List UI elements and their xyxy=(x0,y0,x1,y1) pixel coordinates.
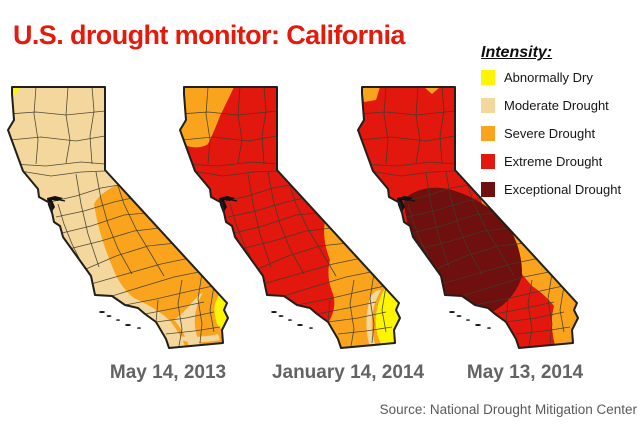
map-date-may-2013: May 14, 2013 xyxy=(109,362,227,383)
legend-item-abnormally-dry: Abnormally Dry xyxy=(481,70,639,85)
drought-regions-2013 xyxy=(8,87,228,347)
legend-item-exceptional-drought: Exceptional Drought xyxy=(481,182,639,197)
intensity-legend: Intensity: Abnormally Dry Moderate Droug… xyxy=(481,44,639,210)
map-date-may-2014: May 13, 2014 xyxy=(466,362,584,383)
extreme-drought-swatch xyxy=(481,154,495,169)
channel-islands-icon xyxy=(449,311,491,329)
california-map-may-2013 xyxy=(7,86,229,349)
legend-item-extreme-drought: Extreme Drought xyxy=(481,154,639,169)
abnormally-dry-swatch xyxy=(481,70,495,85)
legend-heading: Intensity: xyxy=(481,44,553,61)
legend-label: Severe Drought xyxy=(504,126,596,141)
legend-label: Exceptional Drought xyxy=(504,182,622,197)
map-date-jan-2014: January 14, 2014 xyxy=(271,362,425,383)
california-map-jan-2014 xyxy=(179,86,401,349)
moderate-drought-swatch xyxy=(481,98,495,113)
channel-islands-icon xyxy=(99,311,141,329)
map-panel-may-2014 xyxy=(356,84,586,354)
source-credit: Source: National Drought Mitigation Cent… xyxy=(379,402,637,417)
map-panel-jan-2014 xyxy=(178,84,408,354)
legend-label: Extreme Drought xyxy=(504,154,603,169)
channel-islands-icon xyxy=(271,311,313,329)
legend-item-moderate-drought: Moderate Drought xyxy=(481,98,639,113)
legend-label: Abnormally Dry xyxy=(504,70,593,85)
exceptional-drought-swatch xyxy=(481,182,495,197)
legend-item-severe-drought: Severe Drought xyxy=(481,126,639,141)
california-map-may-2014 xyxy=(357,86,579,349)
map-panel-may-2013 xyxy=(6,84,236,354)
severe-drought-swatch xyxy=(481,126,495,141)
page-title: U.S. drought monitor: California xyxy=(13,20,405,50)
legend-label: Moderate Drought xyxy=(504,98,609,113)
